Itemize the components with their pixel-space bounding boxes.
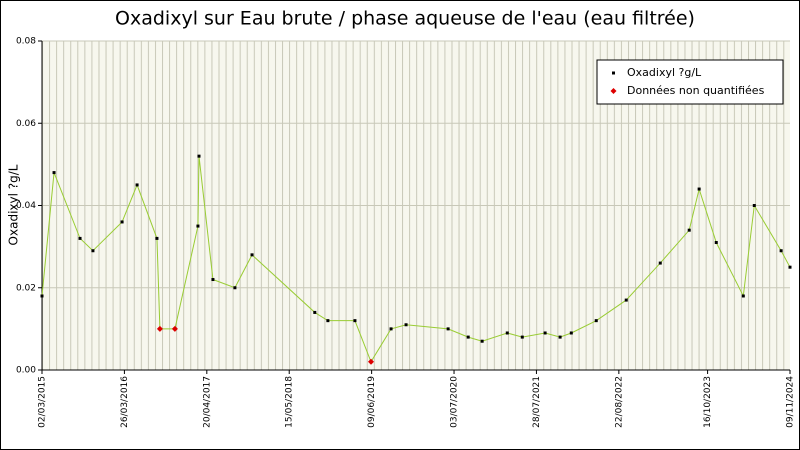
point xyxy=(752,204,756,207)
y-tick-label: 0.04 xyxy=(16,201,36,211)
point xyxy=(697,187,701,191)
point xyxy=(446,327,450,331)
point xyxy=(196,224,200,228)
y-tick-label: 0.00 xyxy=(16,366,36,376)
point xyxy=(687,228,691,232)
point xyxy=(135,183,139,187)
point xyxy=(779,249,783,253)
legend-label: Données non quantifiées xyxy=(627,84,765,97)
y-tick-label: 0.06 xyxy=(16,119,36,129)
series-line xyxy=(41,156,791,363)
point xyxy=(156,325,163,332)
point xyxy=(543,331,547,335)
point xyxy=(505,331,509,335)
x-tick-label: 09/06/2019 xyxy=(367,376,377,428)
x-tick-label: 03/07/2020 xyxy=(450,376,460,428)
legend-label: Oxadixyl ?g/L xyxy=(627,66,702,79)
x-tick-label: 20/04/2017 xyxy=(202,376,212,428)
point xyxy=(250,253,254,257)
point xyxy=(120,220,124,224)
x-tick-label: 16/10/2023 xyxy=(703,376,713,428)
point xyxy=(466,335,470,339)
x-tick-label: 26/03/2016 xyxy=(120,376,130,428)
x-tick-label: 28/07/2021 xyxy=(532,376,542,428)
point xyxy=(197,154,201,158)
point xyxy=(520,335,524,339)
point xyxy=(78,236,82,240)
point xyxy=(714,241,718,245)
point xyxy=(367,358,374,365)
point xyxy=(569,331,573,335)
point xyxy=(52,171,56,175)
point xyxy=(558,335,562,339)
point xyxy=(594,319,598,323)
point xyxy=(155,236,159,240)
y-tick-label: 0.08 xyxy=(16,37,36,47)
point xyxy=(211,278,215,282)
x-tick-label: 09/11/2024 xyxy=(786,376,796,428)
point xyxy=(233,286,237,290)
legend-marker xyxy=(612,71,615,75)
chart-title: Oxadixyl sur Eau brute / phase aqueuse d… xyxy=(115,8,695,30)
point xyxy=(480,339,484,343)
point xyxy=(40,294,44,298)
y-tick-label: 0.02 xyxy=(16,283,36,293)
x-tick-label: 02/03/2015 xyxy=(38,376,48,428)
point xyxy=(91,249,95,253)
point xyxy=(624,298,628,302)
point xyxy=(313,310,317,314)
point xyxy=(404,323,408,327)
point xyxy=(326,319,330,323)
point xyxy=(171,325,178,332)
point xyxy=(658,261,662,265)
legend xyxy=(596,59,784,105)
point xyxy=(741,294,745,298)
point xyxy=(788,265,792,269)
y-axis-title: Oxadixyl ?g/L xyxy=(7,164,21,245)
legend-marker xyxy=(610,88,617,94)
point xyxy=(353,319,357,323)
x-tick-label: 15/05/2018 xyxy=(285,376,295,428)
x-tick-label: 22/08/2022 xyxy=(614,376,624,428)
point xyxy=(389,327,393,331)
